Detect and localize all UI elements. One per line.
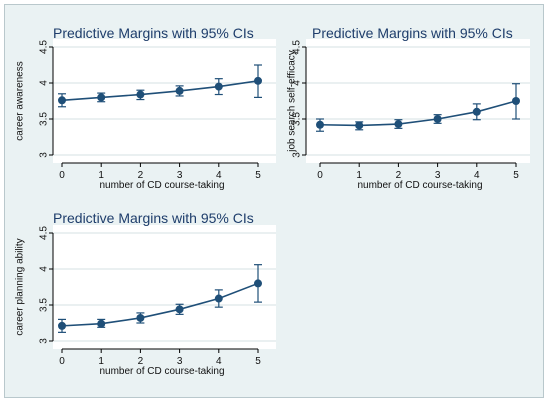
data-point bbox=[97, 319, 106, 328]
data-point bbox=[254, 279, 262, 288]
y-tick-label: 4.5 bbox=[292, 40, 303, 54]
panel-1: 3 3.5 4 4.5 0 1 2 3 4 5 number of CD course-taking… bbox=[15, 25, 276, 191]
x-tick-label: 2 bbox=[138, 170, 144, 181]
x-tick-label: 2 bbox=[138, 356, 144, 367]
data-point bbox=[433, 115, 442, 123]
data-point bbox=[472, 107, 481, 116]
data-point bbox=[214, 82, 223, 91]
data-point bbox=[316, 120, 324, 129]
x-axis-label: number of CD course-taking bbox=[99, 366, 224, 377]
y-tick-label: 4 bbox=[292, 80, 303, 86]
x-tick-label: 4 bbox=[216, 356, 222, 367]
x-tick-label: 1 bbox=[98, 170, 104, 181]
y-axis-label: job search self-efficacy bbox=[287, 50, 298, 153]
data-point bbox=[254, 76, 262, 85]
data-point bbox=[97, 93, 106, 102]
x-tick-label: 0 bbox=[317, 170, 323, 181]
data-point bbox=[136, 90, 145, 99]
y-tick-label: 4.5 bbox=[39, 226, 50, 240]
x-tick-label: 5 bbox=[255, 356, 261, 367]
x-tick-label: 5 bbox=[513, 170, 519, 181]
plot-area bbox=[306, 39, 530, 163]
y-axis-label: career planning ability bbox=[15, 238, 26, 335]
y-tick-label: 3.5 bbox=[292, 112, 303, 126]
x-tick-label: 0 bbox=[59, 170, 65, 181]
x-tick-label: 0 bbox=[59, 356, 65, 367]
x-tick-label: 2 bbox=[396, 170, 402, 181]
data-point bbox=[136, 313, 145, 322]
x-axis-label: number of CD course-taking bbox=[357, 180, 482, 191]
data-point bbox=[394, 120, 403, 129]
panel-title: Predictive Margins with 95% CIs bbox=[53, 25, 254, 41]
data-point bbox=[58, 96, 66, 105]
y-tick-label: 4.5 bbox=[39, 40, 50, 54]
y-tick-label: 3.5 bbox=[39, 112, 50, 126]
data-point bbox=[175, 305, 184, 314]
data-point bbox=[58, 321, 66, 330]
plot-area bbox=[53, 39, 276, 163]
y-tick-label: 3 bbox=[39, 338, 50, 344]
plot-area bbox=[53, 225, 276, 349]
x-tick-label: 4 bbox=[216, 170, 222, 181]
y-tick-label: 4 bbox=[39, 266, 50, 272]
x-tick-label: 3 bbox=[177, 170, 183, 181]
margin-line bbox=[61, 282, 259, 327]
data-point bbox=[175, 86, 184, 95]
margin-line bbox=[61, 80, 259, 102]
panel-title: Predictive Margins with 95% CIs bbox=[53, 210, 254, 226]
x-tick-label: 5 bbox=[255, 170, 261, 181]
x-tick-label: 3 bbox=[435, 170, 441, 181]
margin-line bbox=[319, 100, 517, 127]
x-tick-label: 4 bbox=[474, 170, 480, 181]
x-tick-label: 3 bbox=[177, 356, 183, 367]
y-tick-label: 4 bbox=[39, 80, 50, 86]
panel-2: 3 3.5 4 4.5 0 1 2 3 4 5 number of CD course-taking… bbox=[287, 25, 530, 191]
data-point bbox=[512, 97, 520, 105]
data-point bbox=[214, 294, 223, 303]
y-tick-label: 3.5 bbox=[39, 298, 50, 312]
y-axis-label: career awareness bbox=[15, 61, 26, 140]
data-point bbox=[355, 121, 364, 130]
x-tick-label: 1 bbox=[98, 356, 104, 367]
panel-title: Predictive Margins with 95% CIs bbox=[312, 25, 513, 41]
x-tick-label: 1 bbox=[356, 170, 362, 181]
y-tick-label: 3 bbox=[39, 152, 50, 158]
x-axis-label: number of CD course-taking bbox=[99, 180, 224, 191]
y-tick-label: 3 bbox=[292, 152, 303, 158]
panel-3: 3 3.5 4 4.5 0 1 2 3 4 5 number of CD course-taking… bbox=[15, 210, 276, 377]
